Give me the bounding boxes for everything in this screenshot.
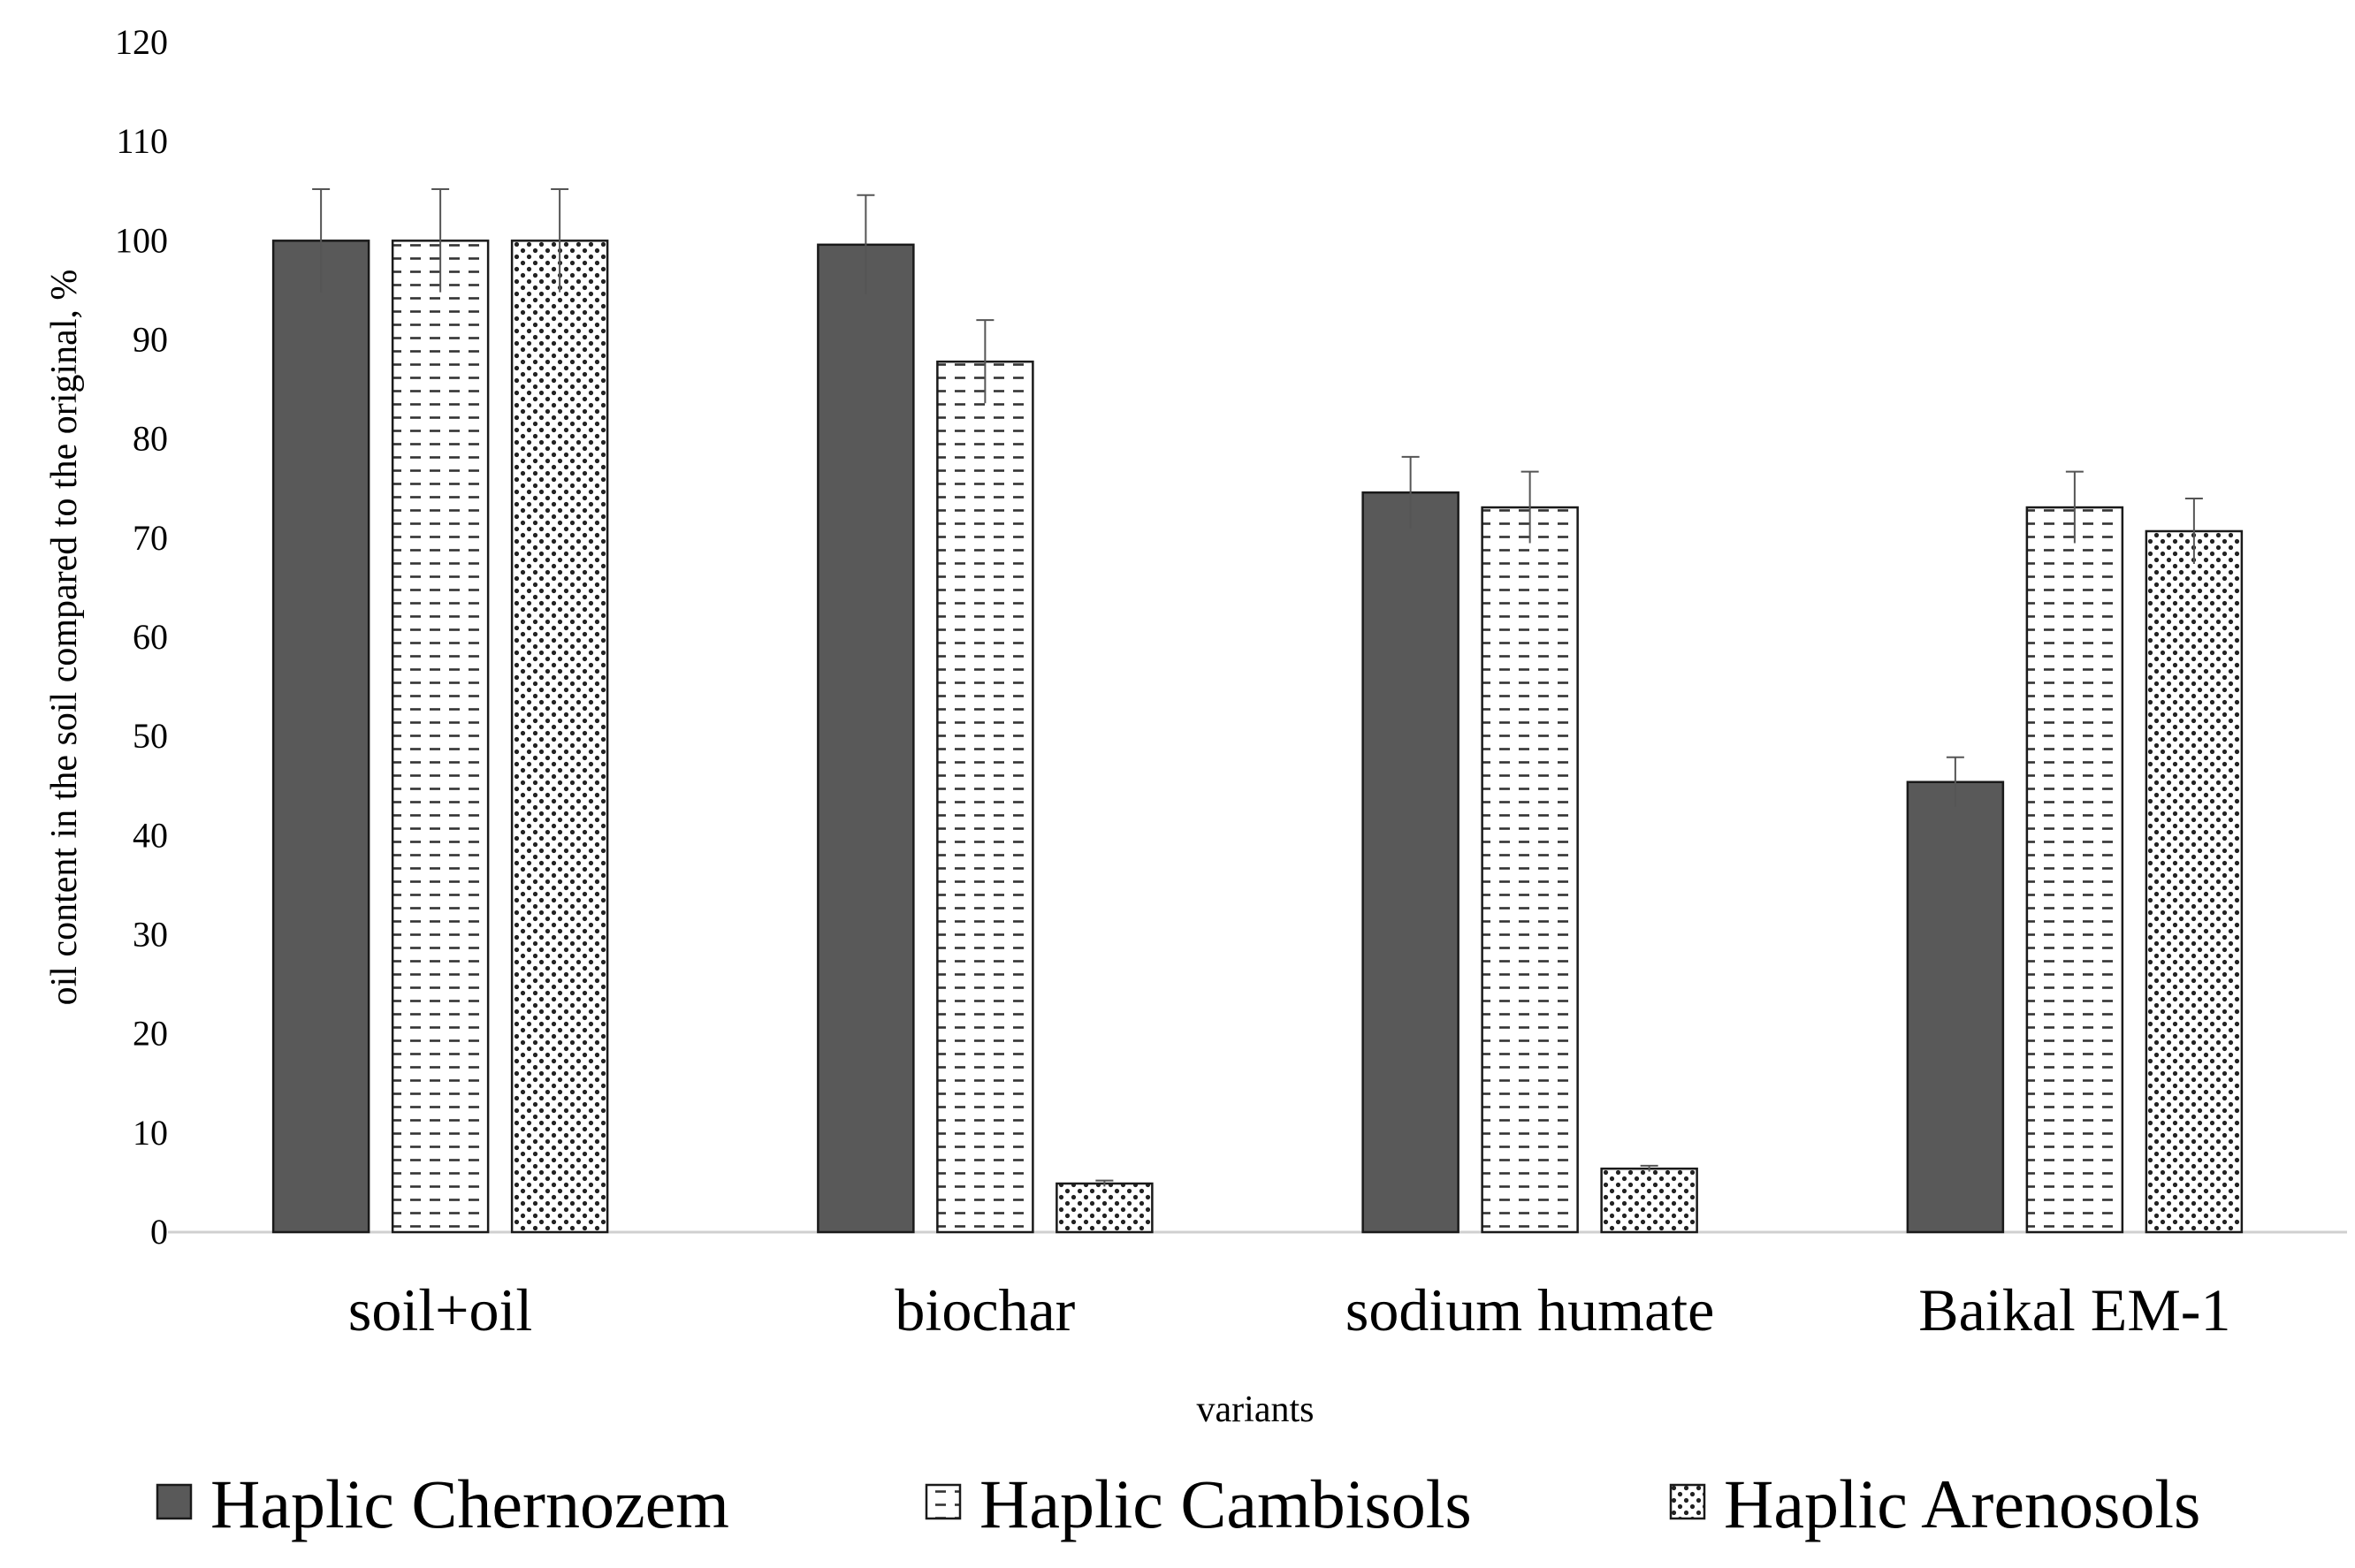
y-tick-label-100: 100 (115, 220, 168, 260)
y-tick-label-20: 20 (133, 1014, 168, 1054)
y-tick-label-90: 90 (133, 320, 168, 360)
legend-swatch-1 (156, 1483, 193, 1520)
y-tick-label-110: 110 (116, 121, 168, 161)
bar-3-2 (1056, 1182, 1154, 1234)
x-axis-title: variants (1197, 1389, 1315, 1430)
y-tick-label-80: 80 (133, 419, 168, 459)
bar-3-3 (1600, 1167, 1698, 1234)
bar-3-1 (510, 240, 609, 1234)
y-tick-label-60: 60 (133, 617, 168, 657)
bar-2-2 (936, 360, 1034, 1234)
category-label-2: biochar (895, 1276, 1075, 1343)
bar-2-3 (1481, 506, 1579, 1234)
bar-2-1 (391, 240, 490, 1234)
y-tick-label-0: 0 (150, 1212, 168, 1252)
y-tick-label-70: 70 (133, 518, 168, 558)
y-tick-label-120: 120 (115, 22, 168, 62)
y-axis-title: oil content in the soil compared to the … (44, 270, 85, 1006)
category-label-3: sodium humate (1345, 1276, 1714, 1343)
y-tick-label-50: 50 (133, 716, 168, 756)
y-tick-label-30: 30 (133, 915, 168, 955)
bar-2-4 (2025, 506, 2124, 1234)
bar-1-2 (817, 243, 915, 1234)
legend-label-3: Haplic Arenosols (1724, 1465, 2200, 1542)
legend-swatch-3 (1669, 1483, 1706, 1520)
bar-1-1 (271, 240, 370, 1234)
bar-1-4 (1906, 780, 2005, 1234)
category-label-4: Baikal EM-1 (1918, 1276, 2230, 1343)
y-tick-label-10: 10 (133, 1113, 168, 1153)
legend-swatch-2 (925, 1483, 962, 1520)
bar-3-4 (2145, 529, 2244, 1234)
y-tick-label-40: 40 (133, 815, 168, 855)
legend-label-2: Haplic Cambisols (979, 1465, 1472, 1542)
legend-label-1: Haplic Chernozem (210, 1465, 729, 1542)
bar-1-3 (1361, 491, 1459, 1234)
category-label-1: soil+oil (348, 1276, 532, 1343)
